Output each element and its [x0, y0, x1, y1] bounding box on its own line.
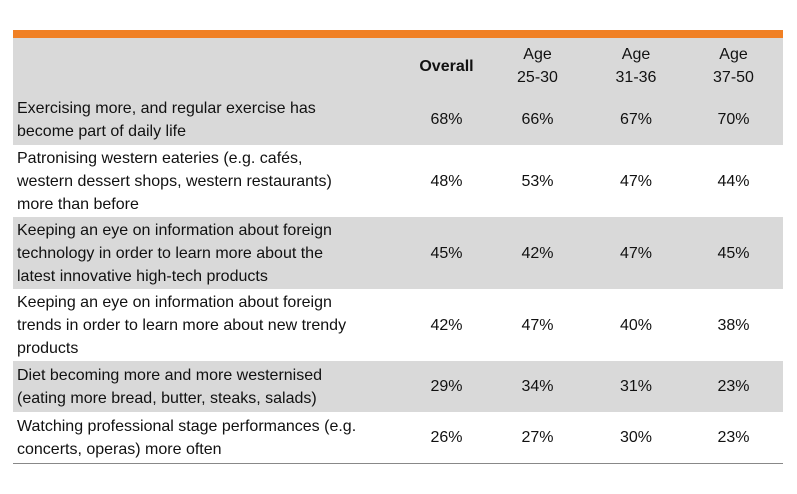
- value-overall: 45%: [430, 244, 463, 262]
- value-age-31-36: 47%: [619, 172, 653, 190]
- value-age-25-30: 42%: [521, 244, 554, 262]
- row-description-line: Keeping an eye on information about fore…: [17, 293, 332, 311]
- table-row: Keeping an eye on information about fore…: [13, 217, 783, 289]
- value-age-37-50: 45%: [717, 244, 750, 262]
- value-age-25-30: 27%: [521, 429, 554, 446]
- row-description: Keeping an eye on information about fore…: [13, 289, 406, 361]
- row-description-line: latest innovative high-tech products: [17, 267, 268, 285]
- row-description-line: technology in order to learn more about …: [17, 244, 323, 262]
- row-description-line: Patronising western eateries (e.g. cafés…: [17, 149, 303, 167]
- row-description-line: Keeping an eye on information about fore…: [17, 221, 332, 239]
- value-age-25-30: 66%: [521, 111, 554, 128]
- row-description-line: products: [17, 339, 79, 357]
- table-row: Diet becoming more and more westernised …: [13, 361, 783, 412]
- header-overall: Overall: [419, 57, 474, 75]
- value-age-31-36: 30%: [619, 429, 653, 446]
- value-age-31-36: 47%: [619, 244, 653, 262]
- bottom-divider: [13, 463, 783, 464]
- value-age-37-50: 70%: [717, 111, 750, 128]
- value-age-37-50: 23%: [717, 429, 750, 446]
- row-description-line: western dessert shops, western restauran…: [17, 172, 332, 190]
- header-age-label: Age: [523, 46, 552, 63]
- header-age-range: 25-30: [517, 69, 558, 86]
- value-age-37-50: 38%: [717, 316, 750, 334]
- header-description: [13, 38, 406, 94]
- header-age-range: 31-36: [615, 69, 657, 86]
- survey-table-container: Overall Age 25-30 Age 31-36 Age 37-50: [13, 30, 783, 464]
- value-age-37-50: 23%: [717, 378, 750, 395]
- value-overall: 48%: [430, 172, 463, 190]
- header-age-31-36: Age 31-36: [588, 38, 684, 94]
- table-row: Patronising western eateries (e.g. cafés…: [13, 145, 783, 217]
- row-description-line: more than before: [17, 195, 139, 213]
- survey-table: Overall Age 25-30 Age 31-36 Age 37-50: [13, 38, 783, 463]
- value-age-25-30: 53%: [521, 172, 554, 190]
- table-row: Exercising more, and regular exercise ha…: [13, 94, 783, 145]
- value-age-31-36: 31%: [619, 378, 653, 395]
- header-age-range: 37-50: [713, 69, 754, 86]
- row-description: Exercising more, and regular exercise ha…: [13, 94, 406, 145]
- row-description: Watching professional stage performances…: [13, 412, 406, 463]
- accent-bar: [13, 30, 783, 38]
- row-description-line: trends in order to learn more about new …: [17, 316, 347, 334]
- value-age-25-30: 34%: [521, 378, 554, 395]
- row-description-line: Diet becoming more and more westernised: [17, 366, 323, 384]
- header-age-25-30: Age 25-30: [487, 38, 588, 94]
- header-row: Overall Age 25-30 Age 31-36 Age 37-50: [13, 38, 783, 94]
- value-age-37-50: 44%: [717, 172, 750, 190]
- value-age-31-36: 67%: [619, 111, 653, 128]
- header-age-label: Age: [719, 46, 748, 63]
- row-description: Patronising western eateries (e.g. cafés…: [13, 145, 406, 217]
- row-description-line: become part of daily life: [17, 122, 186, 140]
- value-overall: 42%: [430, 316, 463, 334]
- row-description-line: (eating more bread, butter, steaks, sala…: [17, 389, 317, 407]
- row-description-line: Exercising more, and regular exercise ha…: [17, 99, 316, 117]
- row-description: Keeping an eye on information about fore…: [13, 217, 406, 289]
- value-overall: 68%: [430, 111, 463, 128]
- value-overall: 29%: [430, 378, 463, 395]
- value-age-31-36: 40%: [619, 316, 653, 334]
- header-age-37-50: Age 37-50: [684, 38, 783, 94]
- table-row: Keeping an eye on information about fore…: [13, 289, 783, 361]
- table-row: Watching professional stage performances…: [13, 412, 783, 463]
- row-description: Diet becoming more and more westernised …: [13, 361, 406, 412]
- value-overall: 26%: [430, 429, 463, 446]
- row-description-line: Watching professional stage performances…: [17, 417, 357, 435]
- value-age-25-30: 47%: [521, 316, 554, 334]
- row-description-line: concerts, operas) more often: [17, 440, 222, 458]
- header-age-label: Age: [621, 46, 651, 63]
